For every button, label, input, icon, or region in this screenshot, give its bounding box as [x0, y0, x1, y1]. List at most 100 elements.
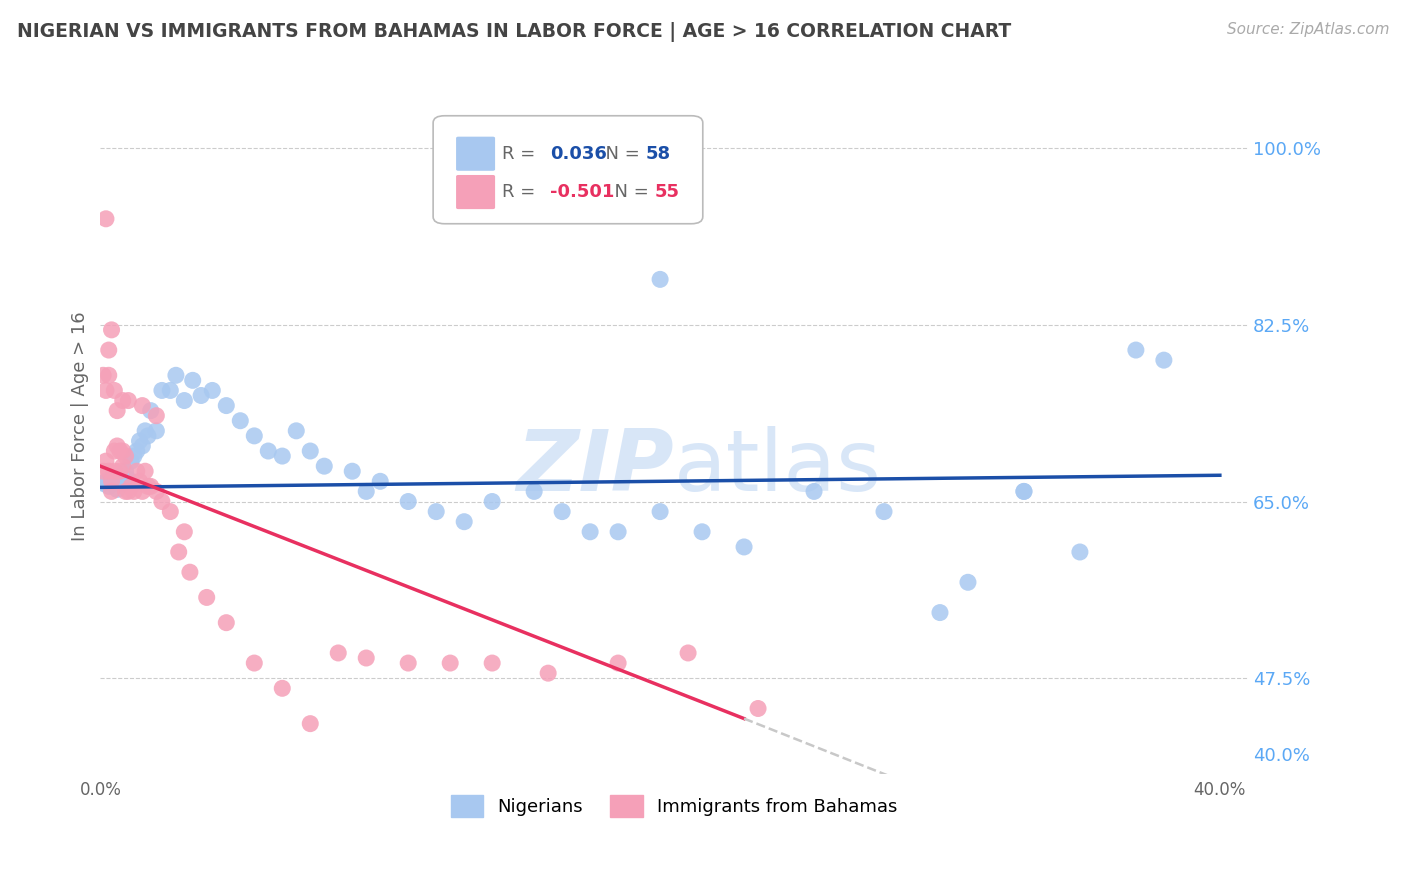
- Point: [108, 464, 131, 478]
- Point: [167, 545, 190, 559]
- Point: [173, 393, 195, 408]
- Point: [94, 384, 117, 398]
- Point: [114, 449, 136, 463]
- Point: [97, 343, 120, 357]
- Legend: Nigerians, Immigrants from Bahamas: Nigerians, Immigrants from Bahamas: [443, 788, 905, 824]
- Point: [100, 472, 122, 486]
- Point: [201, 384, 224, 398]
- Point: [131, 439, 153, 453]
- Point: [134, 464, 156, 478]
- Point: [145, 484, 167, 499]
- Point: [195, 591, 218, 605]
- Point: [481, 494, 503, 508]
- Point: [181, 373, 204, 387]
- Text: 58: 58: [645, 145, 671, 163]
- Point: [1153, 353, 1175, 368]
- Point: [114, 464, 136, 478]
- Point: [159, 384, 181, 398]
- Point: [733, 540, 755, 554]
- Point: [257, 444, 280, 458]
- Point: [145, 424, 167, 438]
- Point: [100, 484, 122, 499]
- Point: [117, 393, 139, 408]
- FancyBboxPatch shape: [433, 116, 703, 224]
- Point: [299, 444, 322, 458]
- Point: [94, 454, 117, 468]
- Point: [136, 479, 159, 493]
- Point: [150, 384, 173, 398]
- Text: ZIP: ZIP: [516, 426, 673, 509]
- Point: [105, 483, 128, 497]
- Point: [120, 454, 142, 468]
- Point: [103, 476, 125, 491]
- Point: [128, 475, 150, 489]
- Point: [100, 475, 122, 489]
- Point: [111, 444, 134, 458]
- FancyBboxPatch shape: [456, 136, 495, 170]
- Point: [648, 505, 671, 519]
- Point: [150, 494, 173, 508]
- Point: [243, 429, 266, 443]
- Text: N =: N =: [593, 145, 645, 163]
- Point: [97, 479, 120, 493]
- Point: [97, 368, 120, 383]
- Point: [114, 484, 136, 499]
- Point: [105, 439, 128, 453]
- Point: [179, 565, 201, 579]
- Text: R =: R =: [502, 184, 541, 202]
- Y-axis label: In Labor Force | Age > 16: In Labor Force | Age > 16: [72, 311, 89, 541]
- Point: [91, 464, 114, 478]
- Point: [215, 615, 238, 630]
- Point: [956, 575, 979, 590]
- Point: [165, 368, 187, 383]
- Text: -0.501: -0.501: [550, 184, 614, 202]
- Text: R =: R =: [502, 145, 541, 163]
- Point: [134, 424, 156, 438]
- Point: [648, 272, 671, 286]
- Point: [94, 475, 117, 489]
- Point: [103, 384, 125, 398]
- Point: [873, 505, 896, 519]
- Point: [131, 484, 153, 499]
- Text: 0.036: 0.036: [550, 145, 607, 163]
- FancyBboxPatch shape: [456, 175, 495, 209]
- Point: [125, 444, 148, 458]
- Point: [97, 464, 120, 478]
- Point: [690, 524, 713, 539]
- Point: [607, 656, 630, 670]
- Point: [229, 414, 252, 428]
- Point: [607, 524, 630, 539]
- Point: [396, 656, 419, 670]
- Point: [122, 484, 145, 499]
- Point: [128, 434, 150, 448]
- Point: [215, 399, 238, 413]
- Point: [354, 651, 377, 665]
- Point: [117, 484, 139, 499]
- Point: [342, 464, 364, 478]
- Point: [1012, 484, 1035, 499]
- Point: [173, 524, 195, 539]
- Point: [111, 393, 134, 408]
- Point: [91, 476, 114, 491]
- Point: [354, 484, 377, 499]
- Point: [314, 459, 336, 474]
- Point: [94, 211, 117, 226]
- Point: [111, 459, 134, 474]
- Point: [285, 424, 308, 438]
- Point: [190, 388, 212, 402]
- Text: atlas: atlas: [673, 426, 882, 509]
- Point: [108, 475, 131, 489]
- Point: [579, 524, 602, 539]
- Point: [929, 606, 952, 620]
- Point: [120, 479, 142, 493]
- Point: [299, 716, 322, 731]
- Text: NIGERIAN VS IMMIGRANTS FROM BAHAMAS IN LABOR FORCE | AGE > 16 CORRELATION CHART: NIGERIAN VS IMMIGRANTS FROM BAHAMAS IN L…: [17, 22, 1011, 42]
- Point: [368, 475, 391, 489]
- Point: [131, 399, 153, 413]
- Point: [108, 444, 131, 458]
- Point: [122, 449, 145, 463]
- Point: [1125, 343, 1147, 357]
- Point: [136, 429, 159, 443]
- Point: [425, 505, 447, 519]
- Point: [481, 656, 503, 670]
